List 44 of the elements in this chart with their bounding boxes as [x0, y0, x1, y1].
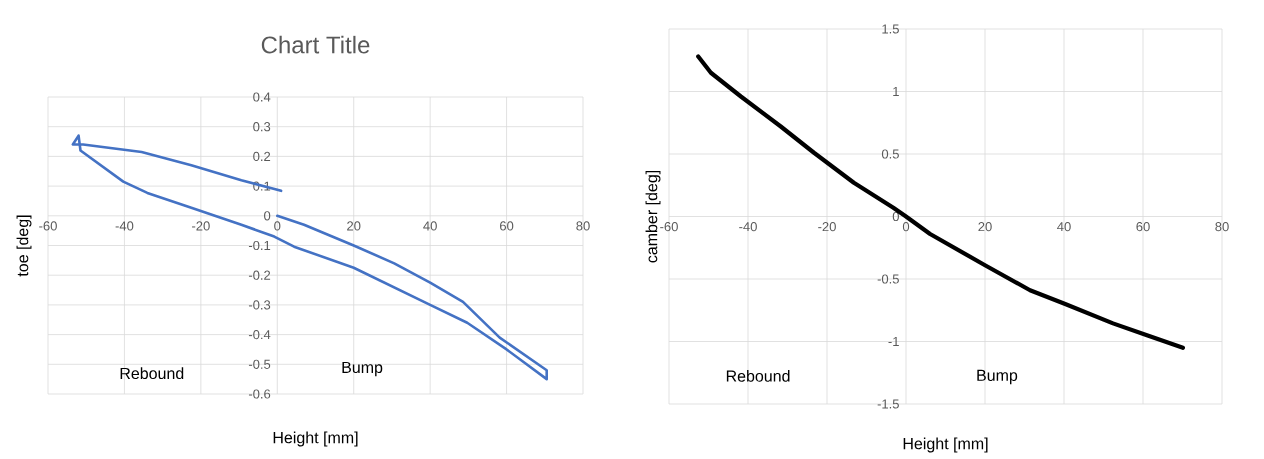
x-tick-label: -40: [115, 221, 134, 231]
y-tick-label: 1: [893, 87, 899, 96]
x-tick-label: 60: [500, 221, 514, 231]
x-tick-label: -20: [192, 221, 210, 231]
y-axis-title: camber [deg]: [645, 170, 661, 263]
line-series: [696, 54, 1186, 350]
y-tick-label: 0.4: [253, 92, 271, 102]
x-tick-label: 80: [576, 221, 590, 231]
annotation: Rebound: [120, 367, 184, 380]
y-tick-label: 0.3: [253, 122, 271, 132]
x-tick-label: 20: [978, 222, 992, 232]
x-tick-label: 40: [1057, 222, 1071, 232]
x-tick-label: 20: [347, 221, 361, 231]
y-tick-label: 1.5: [882, 24, 899, 34]
x-tick-label: 40: [423, 221, 437, 231]
x-tick-label: 80: [1215, 222, 1229, 232]
y-tick-label: -0.3: [248, 300, 271, 310]
y-tick-label: 0: [892, 211, 899, 222]
y-tick-label: 0.2: [253, 151, 271, 161]
x-tick-label: -40: [739, 222, 757, 232]
y-tick-label: -0.6: [248, 389, 271, 399]
annotation: Rebound: [726, 370, 790, 382]
y-tick-label: -0.2: [248, 270, 271, 280]
x-tick-label: -60: [660, 222, 678, 232]
chart-title: Chart Title: [261, 35, 370, 54]
annotation: Bump: [977, 369, 1018, 385]
y-axis-title: toe [deg]: [16, 215, 32, 277]
y-tick-label: -0.1: [248, 240, 271, 251]
y-tick-label: 0: [264, 211, 271, 221]
x-tick-label: -60: [39, 221, 57, 231]
x-tick-label: 0: [274, 221, 281, 231]
y-tick-label: 0.5: [881, 149, 899, 159]
y-tick-label: -0.4: [248, 330, 271, 340]
x-axis-title: Height [mm]: [903, 437, 988, 453]
x-axis-title: Height [mm]: [273, 431, 358, 447]
x-tick-label: 60: [1136, 222, 1150, 232]
y-tick-label: -0.5: [248, 359, 271, 369]
y-tick-label: -1: [888, 337, 899, 346]
y-tick-label: -1.5: [877, 399, 899, 409]
x-tick-label: 0: [902, 222, 910, 232]
x-tick-label: -20: [818, 222, 836, 232]
y-tick-label: -0.5: [877, 274, 899, 284]
annotation: Bump: [342, 361, 383, 377]
line-series: [71, 134, 548, 381]
